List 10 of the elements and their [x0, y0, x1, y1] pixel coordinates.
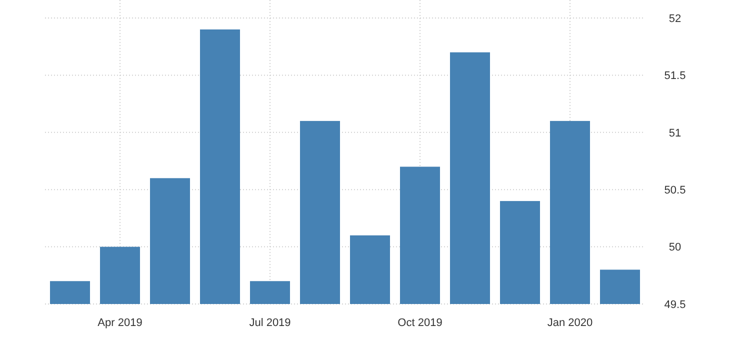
- y-tick-label: 52: [668, 12, 682, 25]
- y-tick-label: 50.5: [664, 184, 686, 196]
- y-tick-label: 50: [668, 242, 682, 254]
- x-tick-label: Jul 2019: [249, 317, 291, 329]
- y-tick-label: 51: [668, 127, 682, 140]
- x-tick-label: Oct 2019: [398, 317, 442, 329]
- y-tick-label: 49.5: [664, 298, 686, 311]
- x-tick-label: Apr 2019: [98, 317, 142, 329]
- y-tick-label: 51.5: [664, 70, 686, 82]
- x-tick-label: Jan 2020: [547, 317, 593, 329]
